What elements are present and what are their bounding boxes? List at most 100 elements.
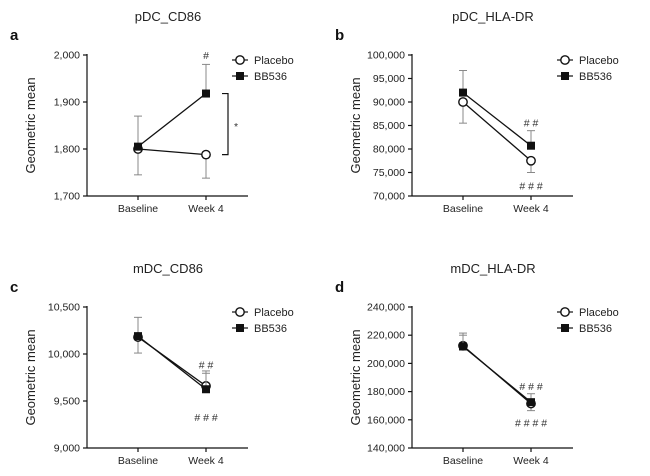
y-tick-label: 140,000 [367,443,405,455]
legend-entry-bb536: BB536 [557,323,612,335]
data-point [202,89,210,98]
y-tick-label: 200,000 [367,358,405,370]
y-axis-title: Geometric mean [23,77,38,173]
panel-b: b pDC_HLA-DR Geometric mean 70,000 75,000 80,… [335,9,619,215]
data-point [459,342,467,351]
significance-mark: # # # [194,412,218,424]
significance-mark: # # [524,118,539,130]
panel-a: a pDC_CD86 Geometric mean 1,700 1,800 1,900 2,… [10,9,294,215]
legend-marker [235,307,245,317]
chart-title: pDC_HLA-DR [452,9,534,24]
legend-label: Placebo [254,307,294,319]
significance-bracket [222,92,229,156]
legend-marker [560,307,570,317]
y-tick-label: 180,000 [367,386,405,398]
data-point [134,332,142,341]
legend-marker [560,55,570,65]
significance-asterisk: * [234,121,238,133]
y-axis-title: Geometric mean [23,329,38,425]
legend-label: BB536 [579,71,612,83]
x-tick-label: Baseline [118,203,158,215]
y-tick-label: 10,000 [48,349,80,361]
series-placebo [458,332,536,412]
series-bb536 [134,316,210,394]
y-tick-label: 9,000 [54,443,80,455]
series-line [462,101,532,162]
legend-label: BB536 [579,323,612,335]
series-line [137,148,207,156]
significance-mark: # # # [519,381,543,393]
y-tick-label: 100,000 [367,50,405,62]
x-tick-label: Week 4 [188,455,224,467]
legend-entry-placebo: Placebo [232,55,294,67]
y-tick-label: 1,800 [54,144,80,156]
data-point [134,142,142,151]
significance-mark: # # [199,359,214,371]
y-tick-label: 240,000 [367,302,405,314]
legend-entry-bb536: BB536 [232,323,287,335]
y-tick-label: 1,700 [54,191,80,203]
panel-letter: a [10,27,19,44]
legend-marker [236,72,244,80]
y-tick-label: 75,000 [373,167,405,179]
y-tick-label: 220,000 [367,330,405,342]
y-tick-label: 95,000 [373,73,405,85]
x-tick-label: Baseline [118,455,158,467]
significance-mark: # [203,50,209,62]
x-tick-label: Week 4 [513,203,549,215]
y-tick-label: 9,500 [54,396,80,408]
y-tick-label: 80,000 [373,144,405,156]
legend-marker [235,55,245,65]
chart-title: pDC_CD86 [135,9,201,24]
y-axis-title: Geometric mean [348,329,363,425]
series-bb536 [459,334,535,407]
data-point [458,97,468,107]
legend-entry-bb536: BB536 [232,71,287,83]
panel-letter: b [335,27,344,44]
legend-entry-placebo: Placebo [232,307,294,319]
series-placebo [458,97,536,173]
legend-entry-bb536: BB536 [557,71,612,83]
legend-label: BB536 [254,323,287,335]
legend-marker [561,324,569,332]
series-line [462,92,532,147]
legend-label: Placebo [579,307,619,319]
data-point [527,398,535,407]
chart-title: mDC_CD86 [133,261,203,276]
legend-marker [561,72,569,80]
panel-c: c mDC_CD86 Geometric mean 9,000 9,500 10,000 1… [10,261,294,467]
panel-letter: d [335,279,344,296]
legend-label: Placebo [254,55,294,67]
significance-mark: # # # [519,181,543,193]
data-point [459,88,467,97]
panel-letter: c [10,279,18,296]
y-tick-label: 1,900 [54,97,80,109]
significance-mark: # # # # [515,418,547,430]
y-tick-label: 10,500 [48,302,80,314]
y-tick-label: 90,000 [373,97,405,109]
legend-entry-placebo: Placebo [557,307,619,319]
x-tick-label: Baseline [443,455,483,467]
legend-label: Placebo [579,55,619,67]
panel-d: d mDC_HLA-DR Geometric mean 140,000 160,000 1… [335,261,619,467]
series-bb536 [134,63,210,151]
series-placebo [133,144,211,179]
x-tick-label: Week 4 [513,455,549,467]
legend-label: BB536 [254,71,287,83]
legend-marker [236,324,244,332]
series-line [137,93,207,148]
chart-title: mDC_HLA-DR [450,261,535,276]
x-tick-label: Week 4 [188,203,224,215]
series-bb536 [459,70,535,150]
y-tick-label: 2,000 [54,50,80,62]
data-point [202,385,210,394]
data-point [527,141,535,150]
y-axis-title: Geometric mean [348,77,363,173]
data-point [526,155,536,166]
x-tick-label: Baseline [443,203,483,215]
y-tick-label: 85,000 [373,120,405,132]
y-tick-label: 70,000 [373,191,405,203]
data-point [201,149,211,160]
series-line [462,345,532,403]
